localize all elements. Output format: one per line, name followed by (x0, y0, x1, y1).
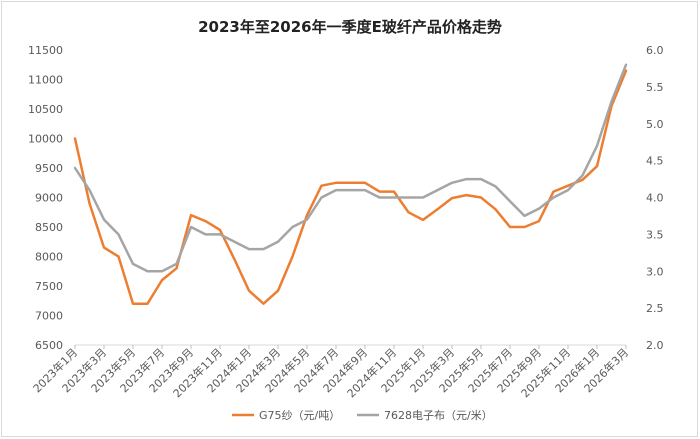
y-right-tick-label: 3.5 (646, 228, 664, 241)
y-left-tick-label: 7500 (35, 280, 63, 293)
y-right-tick-label: 4.5 (646, 155, 664, 168)
chart-title: 2023年至2026年一季度E玻纤产品价格走势 (198, 18, 502, 36)
y-left-tick-label: 10000 (28, 133, 63, 146)
y-left-tick-label: 8000 (35, 251, 63, 264)
y-right-tick-label: 2.5 (646, 302, 664, 315)
series-group (73, 63, 628, 305)
y-right-tick-label: 5.5 (646, 81, 664, 94)
legend: G75纱（元/吨） 7628电子布（元/米） (232, 409, 493, 422)
series-line-1 (73, 69, 628, 305)
y-left-tick-label: 9000 (35, 192, 63, 205)
y-right-tick-label: 4.0 (646, 192, 664, 205)
y-right-tick-label: 2.0 (646, 339, 664, 352)
legend-label-2: 7628电子布（元/米） (384, 409, 493, 422)
axes: 6500 7000 7500 8000 8500 9000 9500 10000 10500 11… (28, 44, 664, 400)
y-left-tick-label: 8500 (35, 221, 63, 234)
y-left-tick-label: 6500 (35, 339, 63, 352)
y-right-tick-label: 6.0 (646, 44, 664, 57)
legend-label-1: G75纱（元/吨） (259, 409, 340, 422)
y-right-tick-label: 5.0 (646, 118, 664, 131)
y-left-tick-label: 11500 (28, 44, 63, 57)
series-line-2 (73, 63, 628, 273)
y-left-tick-label: 9500 (35, 162, 63, 175)
y-left-tick-label: 11000 (28, 74, 63, 87)
y-left-tick-label: 7000 (35, 310, 63, 323)
y-right-tick-label: 3.0 (646, 265, 664, 278)
y-left-tick-label: 10500 (28, 103, 63, 116)
